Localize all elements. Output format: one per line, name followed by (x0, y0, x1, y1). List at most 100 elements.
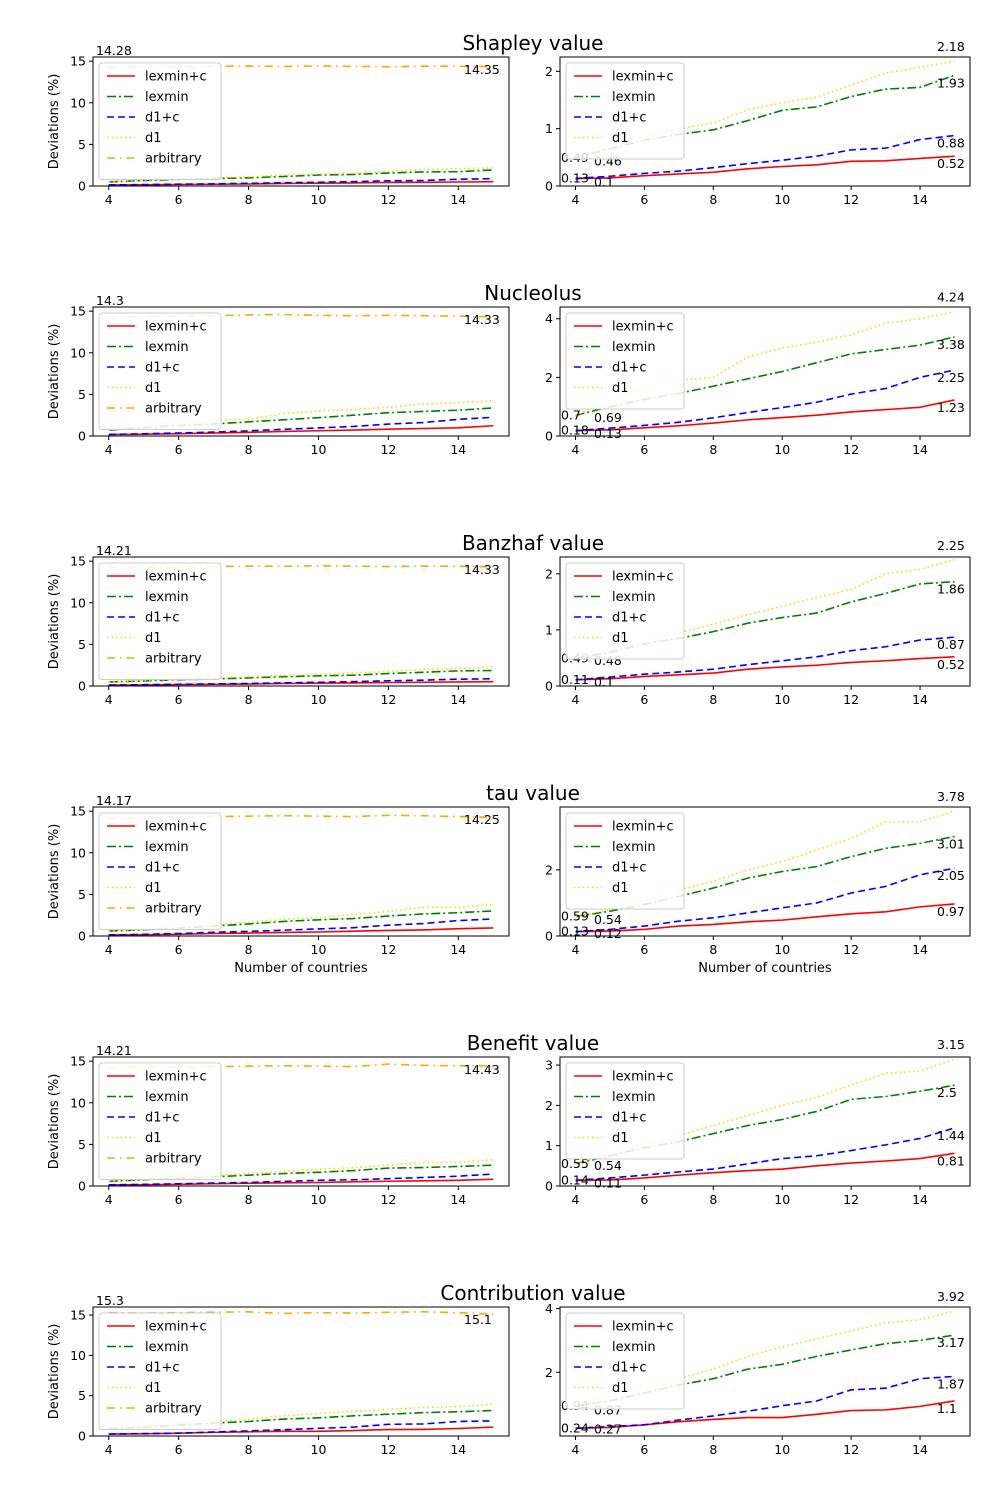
y-tick-label: 15 (70, 1308, 86, 1323)
x-tick-label: 6 (175, 192, 183, 207)
x-tick-label: 14 (450, 692, 466, 707)
data-label: 2.25 (937, 538, 965, 553)
x-tick-label: 6 (175, 442, 183, 457)
data-label: 3.38 (937, 337, 965, 352)
plot-frame (92, 556, 510, 687)
legend-label: d1+c (612, 1111, 647, 1126)
legend-label: lexmin+c (145, 570, 207, 585)
legend-label: d1 (145, 1131, 162, 1146)
series-line-d1-plusc (108, 177, 494, 186)
data-label: 0.55 (561, 1156, 589, 1171)
y-tick-label: 2 (545, 862, 553, 877)
x-tick-label: 12 (843, 1192, 859, 1207)
legend-label: d1+c (145, 861, 180, 876)
y-tick-label: 0 (78, 1179, 86, 1194)
x-tick-label: 12 (843, 692, 859, 707)
legend-label: d1 (612, 1381, 629, 1396)
x-tick-label: 4 (105, 442, 113, 457)
series-line-lexmin-plusc (108, 1178, 494, 1186)
y-tick-label: 2 (545, 370, 553, 385)
legend-label: d1+c (612, 861, 647, 876)
legend-label: d1+c (612, 1361, 647, 1376)
x-tick-label: 8 (709, 692, 717, 707)
left-panel: 4 6 8 10 12 14 0 5 10 15 15.3 15.1 lexmin+c lexmin d1+… (70, 1293, 510, 1457)
legend-label: d1+c (145, 111, 180, 126)
data-label: 1.23 (937, 400, 965, 415)
data-label: 14.17 (96, 793, 132, 808)
data-label: 0.69 (594, 410, 622, 425)
legend-label: arbitrary (145, 402, 202, 417)
data-label: 0.11 (594, 1176, 622, 1191)
series-line-lexmin-plusc (575, 155, 955, 180)
data-label: 0.52 (937, 156, 965, 171)
data-label: 0.1 (594, 174, 614, 189)
y-tick-label: 5 (78, 387, 86, 402)
data-label: 1.86 (937, 582, 965, 597)
data-label: 1.93 (937, 75, 965, 90)
data-label: 0.27 (594, 1421, 622, 1436)
plot-frame (559, 1056, 971, 1187)
x-tick-label: 10 (311, 1192, 327, 1207)
data-label: 0.11 (561, 672, 589, 687)
right-panel: 4 6 8 10 12 14 0 2 0.59 0.54 0.13 0.12 3.78 3.01 2.05 0… (545, 789, 971, 976)
data-label: 14.33 (464, 312, 500, 327)
y-tick-label: 2 (545, 64, 553, 79)
legend-label: lexmin+c (145, 1320, 207, 1335)
y-tick-label: 0 (545, 1179, 553, 1194)
y-tick-label: 5 (78, 637, 86, 652)
legend-box (565, 312, 685, 410)
x-tick-label: 12 (843, 942, 859, 957)
data-label: 0.81 (937, 1153, 965, 1168)
plot-frame (559, 56, 971, 187)
x-tick-label: 10 (311, 1442, 327, 1457)
x-tick-label: 12 (380, 1442, 396, 1457)
left-panel: 4 6 8 10 12 14 0 5 10 15 14.17 14.25 lexmin+c lexmin d… (70, 793, 510, 976)
legend-box (98, 62, 222, 180)
legend-label: arbitrary (145, 1152, 202, 1167)
series-line-d1-plusc (575, 369, 955, 432)
y-tick-label: 10 (70, 845, 86, 860)
y-tick-label: 10 (70, 1348, 86, 1363)
x-tick-label: 4 (105, 1442, 113, 1457)
y-tick-label: 5 (78, 1137, 86, 1152)
x-tick-label: 4 (105, 192, 113, 207)
legend-label: d1 (612, 381, 629, 396)
legend-label: d1+c (612, 361, 647, 376)
plot-frame (92, 1306, 510, 1437)
x-tick-label: 10 (774, 1192, 790, 1207)
legend-label: lexmin+c (612, 570, 674, 585)
data-label: 3.01 (937, 836, 965, 851)
plot-frame (559, 556, 971, 687)
data-label: 0.12 (594, 926, 622, 941)
chart-row-1: Nucleolus Deviations (%) 4 6 8 10 12 14 0 5 10 15 14… (47, 281, 971, 457)
y-tick-label: 0 (545, 179, 553, 194)
data-label: 0.24 (561, 1420, 589, 1435)
y-tick-label: 2 (545, 1365, 553, 1380)
chart-row-5: Contribution value Deviations (%) 4 6 8 10 12 1… (47, 1281, 971, 1457)
legend-label: lexmin+c (145, 820, 207, 835)
data-label: 0.52 (937, 657, 965, 672)
left-panel: 4 6 8 10 12 14 0 5 10 15 14.3 14.33 lexmin+c lexmin d1… (70, 293, 510, 457)
legend-label: lexmin+c (612, 1320, 674, 1335)
y-tick-label: 4 (545, 311, 553, 326)
series-line-lexmin-plusc (575, 1400, 955, 1430)
legend-label: lexmin (612, 590, 656, 605)
data-label: 14.28 (96, 43, 132, 58)
legend-box (565, 812, 685, 910)
data-label: 0.14 (561, 1172, 589, 1187)
x-tick-label: 10 (311, 942, 327, 957)
series-line-lexmin-plusc (108, 424, 494, 436)
x-tick-label: 10 (311, 692, 327, 707)
legend-box (565, 62, 685, 160)
y-tick-label: 2 (545, 566, 553, 581)
data-label: 14.25 (464, 812, 500, 827)
right-panel: 4681012140120.490.480.110.12.251.860.870… (545, 538, 971, 707)
legend-label: d1+c (145, 361, 180, 376)
y-tick-label: 10 (70, 1095, 86, 1110)
x-tick-label: 14 (450, 942, 466, 957)
x-tick-label: 14 (912, 192, 928, 207)
legend-label: d1+c (612, 111, 647, 126)
